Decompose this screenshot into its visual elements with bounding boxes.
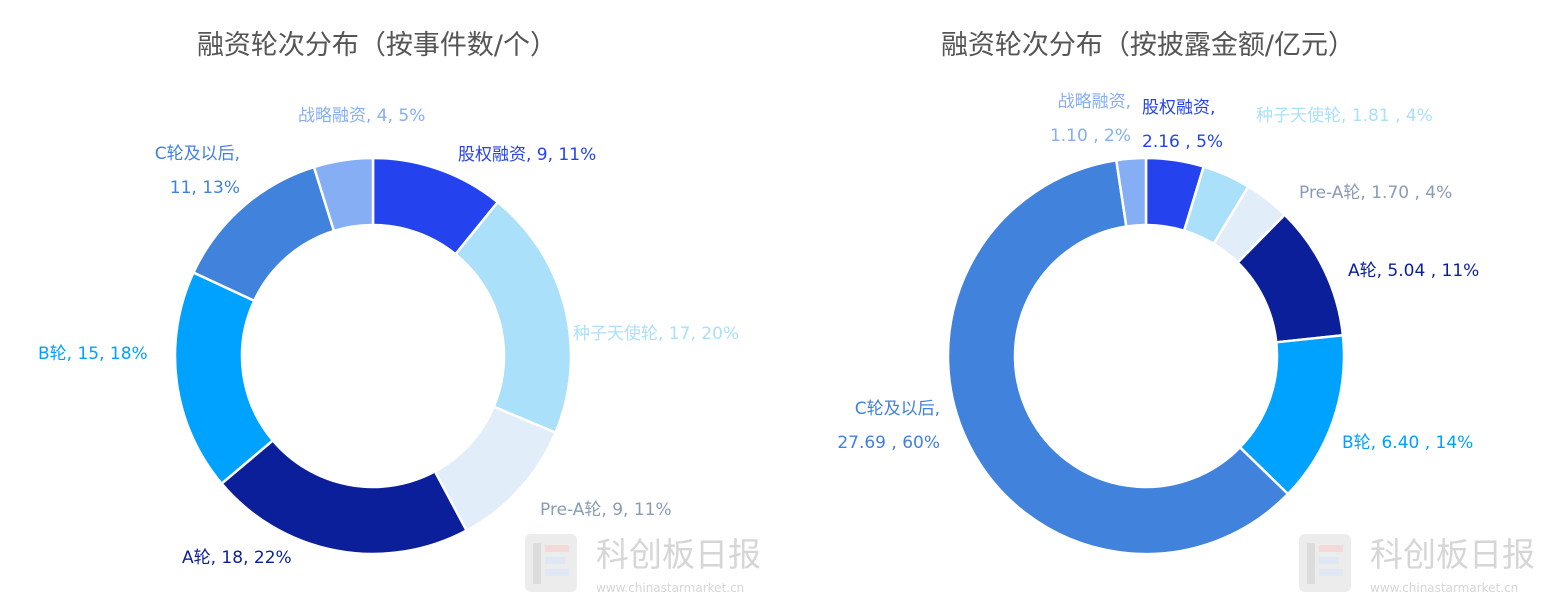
slice-label-line: 种子天使轮, 1.81 , 4% (1256, 105, 1433, 126)
slice-label-line: 股权融资, (1142, 98, 1215, 118)
slice-label-line: C轮及以后, (155, 144, 240, 164)
slice-label-1-3: A轮, 5.04 , 11% (1348, 261, 1479, 281)
slice-label-0-4: B轮, 15, 18% (38, 344, 148, 364)
slice-label-line: C轮及以后, (855, 399, 940, 419)
slice-label-line: 战略融资, 4, 5% (298, 106, 425, 126)
slice-label-0-2: Pre-A轮, 9, 11% (540, 500, 672, 520)
slice-label-line: 2.16 , 5% (1142, 132, 1223, 152)
donut-slice-0-6[interactable] (312, 156, 375, 233)
watermark-brand: 科创板日报 (596, 535, 761, 574)
slice-label-1-5: C轮及以后, 27.69 , 60% (837, 399, 940, 453)
slice-label-line: 1.10 , 2% (1050, 126, 1131, 146)
slice-label-0-3: A轮, 18, 22% (182, 548, 292, 568)
slice-label-1-2: Pre-A轮, 1.70 , 4% (1299, 183, 1452, 203)
slice-label-line: 11, 13% (170, 178, 240, 198)
donut-slice-0-4[interactable] (173, 270, 275, 486)
slice-label-1-0: 股权融资, 2.16 , 5% (1142, 98, 1223, 152)
watermark-url: www.chinastarmarket.cn (596, 581, 744, 595)
chart-title-amount: 融资轮次分布（按披露金额/亿元） (941, 30, 1355, 61)
donut-slice-0-3[interactable] (219, 438, 469, 556)
watermark-logo-icon (1299, 534, 1351, 592)
slice-label-line: 种子天使轮, 17, 20% (573, 323, 739, 344)
slice-label-line: A轮, 18, 22% (182, 548, 292, 568)
slice-label-1-1: 种子天使轮, 1.81 , 4% (1256, 105, 1433, 126)
slice-label-0-5: C轮及以后, 11, 13% (155, 144, 240, 198)
slice-label-0-6: 战略融资, 4, 5% (298, 106, 425, 126)
slice-label-0-0: 股权融资, 9, 11% (458, 145, 596, 165)
donut-amount: 股权融资, 2.16 , 5% 种子天使轮, 1.81 , 4% Pre-A轮, 1.… (837, 92, 1479, 556)
slice-label-line: 股权融资, 9, 11% (458, 145, 596, 165)
slice-label-0-1: 种子天使轮, 17, 20% (573, 323, 739, 344)
watermark-url: www.chinastarmarket.cn (1370, 581, 1518, 595)
slice-label-line: 战略融资, (1058, 92, 1131, 112)
slice-label-1-6: 战略融资, 1.10 , 2% (1050, 92, 1131, 146)
donut-events: 股权融资, 9, 11% 种子天使轮, 17, 20% Pre-A轮, 9, 11%… (38, 106, 739, 568)
slice-label-line: A轮, 5.04 , 11% (1348, 261, 1479, 281)
slice-label-line: B轮, 15, 18% (38, 344, 148, 364)
slice-label-line: Pre-A轮, 1.70 , 4% (1299, 183, 1452, 203)
watermark-brand: 科创板日报 (1370, 535, 1535, 574)
slice-label-line: B轮, 6.40 , 14% (1342, 433, 1473, 453)
slice-label-line: Pre-A轮, 9, 11% (540, 500, 672, 520)
watermark-logo-icon (525, 534, 577, 592)
slice-label-1-4: B轮, 6.40 , 14% (1342, 433, 1473, 453)
donut-slice-0-1[interactable] (453, 200, 573, 435)
watermark-right: 科创板日报 www.chinastarmarket.cn (1299, 534, 1535, 595)
donut-slice-1-5[interactable] (946, 158, 1290, 556)
donut-slice-1-6[interactable] (1114, 156, 1148, 228)
slice-label-line: 27.69 , 60% (837, 433, 940, 453)
chart-title-events: 融资轮次分布（按事件数/个） (197, 30, 557, 61)
watermark-left: 科创板日报 www.chinastarmarket.cn (525, 534, 761, 595)
